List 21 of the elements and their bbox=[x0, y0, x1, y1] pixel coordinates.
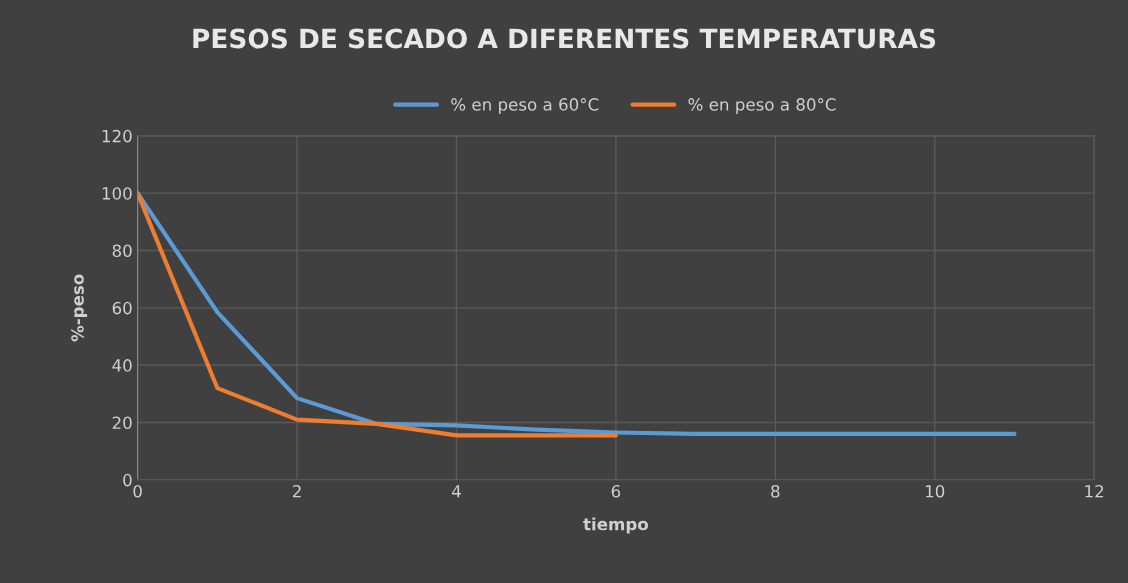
x-tick-label: 6 bbox=[611, 484, 621, 498]
x-axis-title: tiempo bbox=[583, 517, 649, 534]
x-tick-label: 12 bbox=[1085, 484, 1104, 498]
y-tick-label: 120 bbox=[102, 129, 132, 143]
y-axis-title: %-peso bbox=[71, 274, 88, 342]
x-tick-label: 10 bbox=[925, 484, 945, 498]
y-tick-label: 40 bbox=[112, 359, 132, 372]
x-tick-label: 2 bbox=[292, 484, 301, 498]
legend-label: % en peso a 60°C bbox=[451, 98, 599, 114]
x-tick-label: 4 bbox=[451, 485, 461, 498]
chart-title: PESOS DE SECADO A DIFERENTES TEMPERATURAS bbox=[193, 28, 936, 49]
y-tick-label: 0 bbox=[123, 473, 132, 487]
x-tick-label: 8 bbox=[771, 484, 780, 498]
x-tick-label: 0 bbox=[133, 484, 142, 498]
y-tick-label: 60 bbox=[112, 301, 132, 315]
y-tick-label: 20 bbox=[112, 416, 132, 430]
y-tick-label: 100 bbox=[102, 187, 132, 200]
y-tick-label: 80 bbox=[112, 244, 132, 258]
line-series bbox=[137, 191, 618, 438]
legend-label: % en peso a 80°C bbox=[688, 98, 836, 114]
line-series bbox=[137, 191, 1017, 437]
